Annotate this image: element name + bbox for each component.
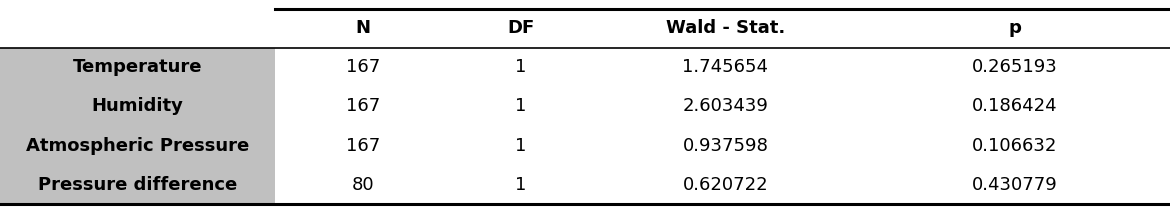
- Text: Atmospheric Pressure: Atmospheric Pressure: [26, 137, 249, 155]
- Text: N: N: [356, 19, 370, 37]
- Text: 1: 1: [515, 58, 526, 76]
- Text: 1.745654: 1.745654: [682, 58, 769, 76]
- Text: Humidity: Humidity: [91, 98, 184, 115]
- Bar: [0, 165, 275, 204]
- Text: 0.106632: 0.106632: [972, 137, 1058, 155]
- Text: 0.620722: 0.620722: [682, 176, 769, 194]
- Text: 0.186424: 0.186424: [972, 98, 1058, 115]
- Text: 1: 1: [515, 137, 526, 155]
- Text: 167: 167: [345, 98, 380, 115]
- Bar: [0, 126, 275, 165]
- Text: Wald - Stat.: Wald - Stat.: [666, 19, 785, 37]
- Text: 167: 167: [345, 58, 380, 76]
- Text: 0.430779: 0.430779: [972, 176, 1058, 194]
- Text: p: p: [1009, 19, 1021, 37]
- Text: 167: 167: [345, 137, 380, 155]
- Text: Temperature: Temperature: [73, 58, 202, 76]
- Text: 1: 1: [515, 98, 526, 115]
- Bar: [0, 48, 275, 87]
- Text: 0.265193: 0.265193: [972, 58, 1058, 76]
- Text: 1: 1: [515, 176, 526, 194]
- Text: 0.937598: 0.937598: [682, 137, 769, 155]
- Text: Pressure difference: Pressure difference: [37, 176, 238, 194]
- Text: 80: 80: [351, 176, 374, 194]
- Bar: [0, 87, 275, 126]
- Text: 2.603439: 2.603439: [682, 98, 769, 115]
- Text: DF: DF: [507, 19, 535, 37]
